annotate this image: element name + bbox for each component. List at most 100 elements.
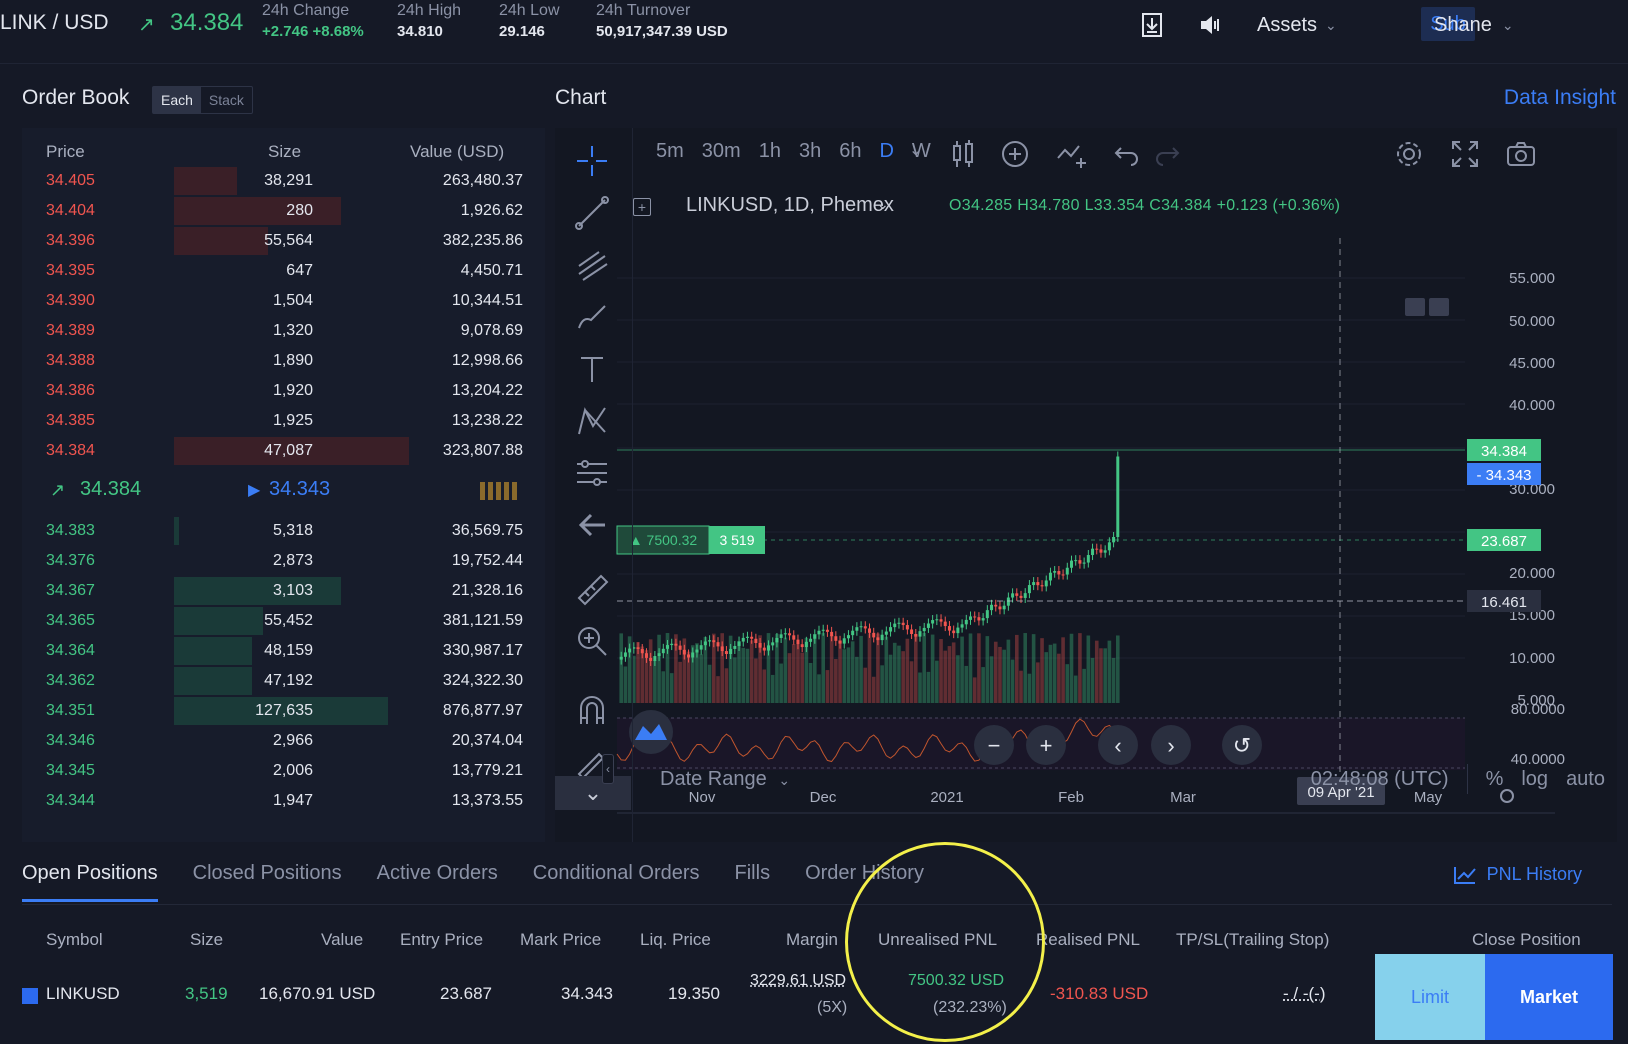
- depth-bar: [174, 577, 341, 605]
- interval-30m[interactable]: 30m: [701, 140, 741, 162]
- fullscreen-icon[interactable]: [1449, 138, 1481, 170]
- position-tpsl[interactable]: - / -(-): [1283, 984, 1326, 1003]
- scroll-left-button[interactable]: [1098, 725, 1138, 765]
- ask-row[interactable]: 34.404 280 1,926.62: [22, 196, 545, 226]
- bid-row[interactable]: 34.367 3,103 21,328.16: [22, 576, 545, 606]
- bid-row[interactable]: 34.344 1,947 13,373.55: [22, 786, 545, 816]
- row-value: 19,752.44: [451, 552, 523, 569]
- pattern-tool-icon[interactable]: [573, 402, 611, 440]
- magnet-icon[interactable]: [573, 692, 611, 730]
- chevron-down-icon[interactable]: ⌄: [555, 776, 631, 810]
- fib-tool-icon[interactable]: [573, 246, 611, 284]
- candle-body: [935, 619, 939, 621]
- tab-order-history[interactable]: Order History: [805, 862, 924, 884]
- candle-body: [1065, 567, 1069, 575]
- user-menu[interactable]: Shane ⌄: [1434, 0, 1514, 50]
- candle-body: [821, 629, 825, 631]
- ask-row[interactable]: 34.405 38,291 263,480.37: [22, 166, 545, 196]
- ask-row[interactable]: 34.396 55,564 382,235.86: [22, 226, 545, 256]
- tab-fills[interactable]: Fills: [734, 862, 771, 884]
- download-icon[interactable]: [1140, 0, 1164, 50]
- compare-icon[interactable]: [1055, 138, 1087, 170]
- undo-icon[interactable]: [1111, 138, 1143, 170]
- collapse-toolbar-icon[interactable]: ‹: [602, 754, 614, 784]
- bid-row[interactable]: 34.376 2,873 19,752.44: [22, 546, 545, 576]
- scroll-right-button-glyph: ›: [1167, 733, 1174, 758]
- trend-line-icon[interactable]: [573, 194, 611, 232]
- chevron-down-icon[interactable]: ⌄: [909, 142, 923, 159]
- candle-body: [716, 642, 720, 647]
- candle-body: [964, 619, 968, 625]
- bid-row[interactable]: 34.351 127,635 876,877.97: [22, 696, 545, 726]
- arrow-left-icon[interactable]: [573, 506, 611, 544]
- sub-account-button[interactable]: Sub: [1421, 7, 1475, 41]
- pnl-history-link[interactable]: PNL History: [1453, 864, 1582, 885]
- interval-6h[interactable]: 6h: [839, 140, 862, 162]
- tab-conditional-orders[interactable]: Conditional Orders: [532, 862, 700, 884]
- redo-icon[interactable]: [1151, 138, 1183, 170]
- candles-icon[interactable]: [947, 138, 979, 170]
- stat-24h-high: 24h High 34.810: [397, 2, 461, 40]
- date-range-menu[interactable]: Date Range ⌄: [660, 768, 790, 791]
- position-margin[interactable]: 3229.61 USD: [750, 972, 847, 989]
- ask-row[interactable]: 34.389 1,320 9,078.69: [22, 316, 545, 346]
- interval-D[interactable]: D: [879, 140, 894, 162]
- scroll-right-button[interactable]: [1151, 725, 1191, 765]
- volume-bar: [846, 647, 851, 703]
- chart-symbol-label[interactable]: LINKUSD, 1D, Phemex: [686, 194, 894, 216]
- tab-open-positions[interactable]: Open Positions: [22, 862, 158, 902]
- scale-auto-toggle[interactable]: auto: [1566, 768, 1605, 790]
- interval-3h[interactable]: 3h: [798, 140, 822, 162]
- candle-body: [973, 616, 977, 618]
- scale-log-toggle[interactable]: log: [1521, 768, 1549, 790]
- data-insight-link[interactable]: Data Insight: [1503, 86, 1616, 109]
- toggle-stack[interactable]: Stack: [208, 92, 244, 108]
- bid-row[interactable]: 34.383 5,318 36,569.75: [22, 516, 545, 546]
- ask-row[interactable]: 34.395 647 4,450.71: [22, 256, 545, 286]
- ruler-icon[interactable]: [573, 570, 611, 608]
- bid-row[interactable]: 34.346 2,966 20,374.04: [22, 726, 545, 756]
- bid-row[interactable]: 34.365 55,452 381,121.59: [22, 606, 545, 636]
- brush-icon[interactable]: [573, 298, 611, 336]
- ask-row[interactable]: 34.388 1,890 12,998.66: [22, 346, 545, 376]
- close-limit-button[interactable]: Limit: [1375, 954, 1485, 1040]
- volume-bar: [1036, 662, 1040, 703]
- crosshair-icon[interactable]: [573, 142, 611, 180]
- volume-bar: [808, 663, 813, 703]
- add-indicator-icon[interactable]: [999, 138, 1031, 170]
- toggle-each[interactable]: Each: [153, 87, 201, 113]
- ask-row[interactable]: 34.390 1,504 10,344.51: [22, 286, 545, 316]
- close-market-button[interactable]: Market: [1485, 954, 1613, 1040]
- ask-row[interactable]: 34.385 1,925 13,238.22: [22, 406, 545, 436]
- settings-gear-icon[interactable]: [1393, 138, 1425, 170]
- zoom-in-button[interactable]: [1026, 725, 1066, 765]
- camera-icon[interactable]: [1505, 138, 1537, 170]
- ask-row[interactable]: 34.386 1,920 13,204.22: [22, 376, 545, 406]
- interval-1h[interactable]: 1h: [758, 140, 781, 162]
- scale-percent-toggle[interactable]: %: [1485, 768, 1504, 790]
- trading-pair[interactable]: LINK / USD: [0, 11, 109, 34]
- ask-row[interactable]: 34.384 47,087 323,807.88: [22, 436, 545, 466]
- sound-icon[interactable]: [1198, 0, 1224, 50]
- zoom-in-icon[interactable]: [573, 622, 611, 660]
- interval-5m[interactable]: 5m: [656, 140, 684, 162]
- text-tool-icon[interactable]: [573, 350, 611, 388]
- row-value: 13,204.22: [451, 382, 523, 399]
- expand-legend-icon[interactable]: +: [633, 198, 651, 216]
- bid-row[interactable]: 34.345 2,006 13,779.21: [22, 756, 545, 786]
- candle-body: [838, 640, 842, 644]
- price-chart[interactable]: 55.00050.00045.00040.00030.00020.00015.0…: [555, 128, 1617, 842]
- zoom-out-button[interactable]: [974, 725, 1014, 765]
- prediction-tool-icon[interactable]: [573, 454, 611, 492]
- bid-row[interactable]: 34.364 48,159 330,987.17: [22, 636, 545, 666]
- chevron-down-icon[interactable]: ⌄: [877, 196, 889, 212]
- tab-active-orders[interactable]: Active Orders: [376, 862, 498, 884]
- x-tick-label: Mar: [1170, 789, 1196, 806]
- assets-menu[interactable]: Assets ⌄: [1257, 0, 1337, 50]
- bid-row[interactable]: 34.362 47,192 324,322.30: [22, 666, 545, 696]
- position-symbol[interactable]: LINKUSD: [46, 984, 120, 1003]
- tab-closed-positions[interactable]: Closed Positions: [192, 862, 342, 884]
- interval-W[interactable]: W: [911, 140, 931, 162]
- y-tick-label: 10.000: [1509, 650, 1555, 667]
- reset-chart-button[interactable]: [1222, 725, 1262, 765]
